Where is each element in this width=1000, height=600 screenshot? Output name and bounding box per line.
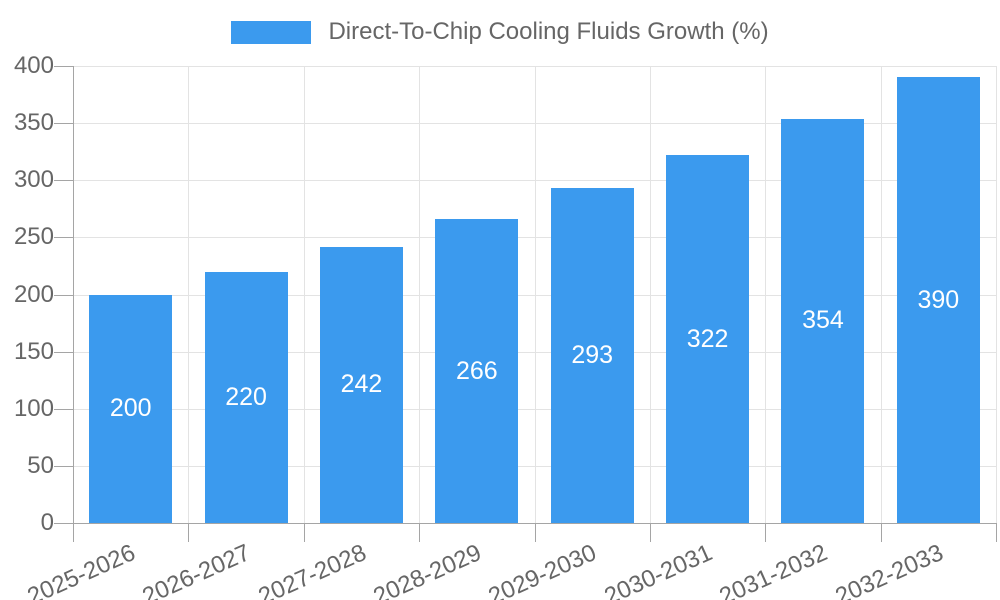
x-axis-category-label: 2031-2032 xyxy=(715,539,832,600)
y-axis-tick-label: 350 xyxy=(13,109,54,137)
gridline-vertical xyxy=(880,66,882,523)
bar-2027-2028[interactable]: 242 xyxy=(319,246,403,523)
x-axis-tick xyxy=(73,523,74,542)
x-axis-category-label: 2030-2031 xyxy=(600,539,717,600)
y-axis-line xyxy=(73,66,74,523)
bar-value-label: 220 xyxy=(225,382,267,411)
bar-2026-2027[interactable]: 220 xyxy=(204,271,288,523)
y-axis-tick xyxy=(54,408,73,410)
gridline-vertical xyxy=(419,66,421,523)
bar-value-label: 354 xyxy=(802,306,844,335)
y-axis-tick-label: 400 xyxy=(13,52,54,79)
y-axis-tick xyxy=(54,523,73,524)
bar-value-label: 390 xyxy=(917,285,960,314)
bar-2030-2031[interactable]: 322 xyxy=(666,155,750,523)
x-axis-tick xyxy=(303,523,305,542)
y-axis-tick xyxy=(54,465,73,467)
x-axis-tick xyxy=(649,523,651,542)
bar-2025-2026[interactable]: 200 xyxy=(89,294,173,523)
gridline-vertical xyxy=(649,66,651,523)
bar-value-label: 242 xyxy=(340,370,383,399)
y-axis-tick-label: 50 xyxy=(27,451,54,479)
x-axis-category-label: 2026-2027 xyxy=(138,539,255,600)
x-axis-line xyxy=(73,523,996,524)
bar-value-label: 266 xyxy=(455,356,498,385)
gridline-vertical xyxy=(188,66,190,523)
x-axis-category-label: 2032-2033 xyxy=(831,539,947,600)
y-axis-tick xyxy=(54,123,73,125)
y-axis-tick-label: 200 xyxy=(13,280,54,308)
y-axis-tick-label: 100 xyxy=(13,394,54,422)
x-axis-tick xyxy=(765,523,767,542)
bar-2029-2030[interactable]: 293 xyxy=(550,188,634,523)
chart-legend: Direct-To-Chip Cooling Fluids Growth (%) xyxy=(0,20,1000,44)
y-axis-tick xyxy=(54,66,73,67)
bar-2028-2029[interactable]: 266 xyxy=(435,219,519,523)
y-axis-tick-label: 0 xyxy=(40,509,54,536)
bar-2032-2033[interactable]: 390 xyxy=(896,77,980,523)
x-axis-category-label: 2027-2028 xyxy=(254,539,371,600)
x-axis-category-label: 2028-2029 xyxy=(369,539,486,600)
gridline-vertical xyxy=(303,66,305,523)
y-axis-tick xyxy=(54,237,73,239)
x-axis-tick xyxy=(996,523,997,542)
y-axis-tick-label: 250 xyxy=(13,223,54,251)
y-axis-tick-label: 150 xyxy=(13,337,54,365)
bar-2031-2032[interactable]: 354 xyxy=(781,118,865,523)
gridline-vertical xyxy=(996,66,997,523)
legend-label: Direct-To-Chip Cooling Fluids Growth (%) xyxy=(328,18,769,45)
bar-value-label: 200 xyxy=(109,394,152,423)
bar-value-label: 322 xyxy=(686,324,729,353)
x-axis-tick xyxy=(880,523,882,542)
x-axis-category-label: 2025-2026 xyxy=(23,539,140,600)
bar-value-label: 293 xyxy=(571,341,614,370)
gridline-vertical xyxy=(765,66,767,523)
x-axis-tick xyxy=(534,523,536,542)
legend-item[interactable]: Direct-To-Chip Cooling Fluids Growth (%) xyxy=(231,18,769,45)
y-axis-tick xyxy=(54,351,73,353)
gridline-vertical xyxy=(534,66,536,523)
y-axis-tick xyxy=(54,180,73,182)
x-axis-tick xyxy=(419,523,421,542)
y-axis-tick-label: 300 xyxy=(13,166,54,194)
x-axis-tick xyxy=(188,523,190,542)
x-axis-category-label: 2029-2030 xyxy=(484,539,601,600)
legend-swatch-icon xyxy=(231,20,312,44)
y-axis-tick xyxy=(54,294,73,296)
